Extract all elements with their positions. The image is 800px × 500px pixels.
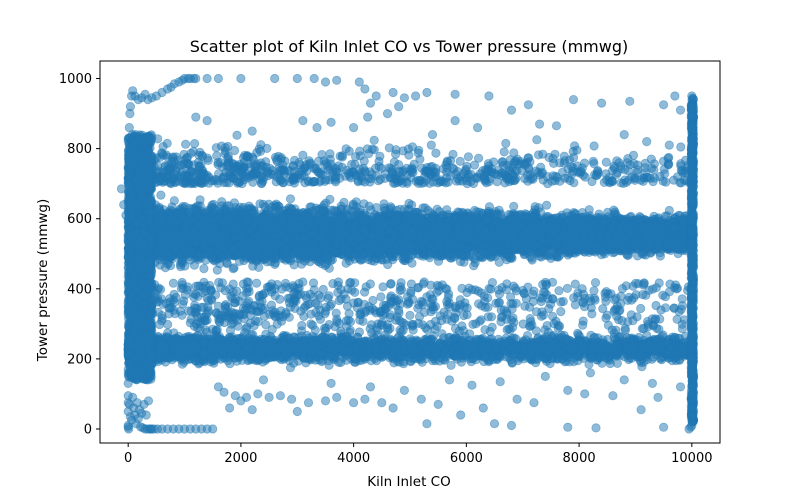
scatter-points — [116, 73, 699, 434]
scatter-point — [285, 194, 296, 204]
plot-area — [116, 73, 699, 434]
scatter-point — [351, 197, 361, 207]
scatter-point — [160, 262, 170, 273]
scatter-point — [541, 200, 552, 210]
scatter-point — [199, 263, 209, 274]
scatter-point — [156, 190, 166, 200]
